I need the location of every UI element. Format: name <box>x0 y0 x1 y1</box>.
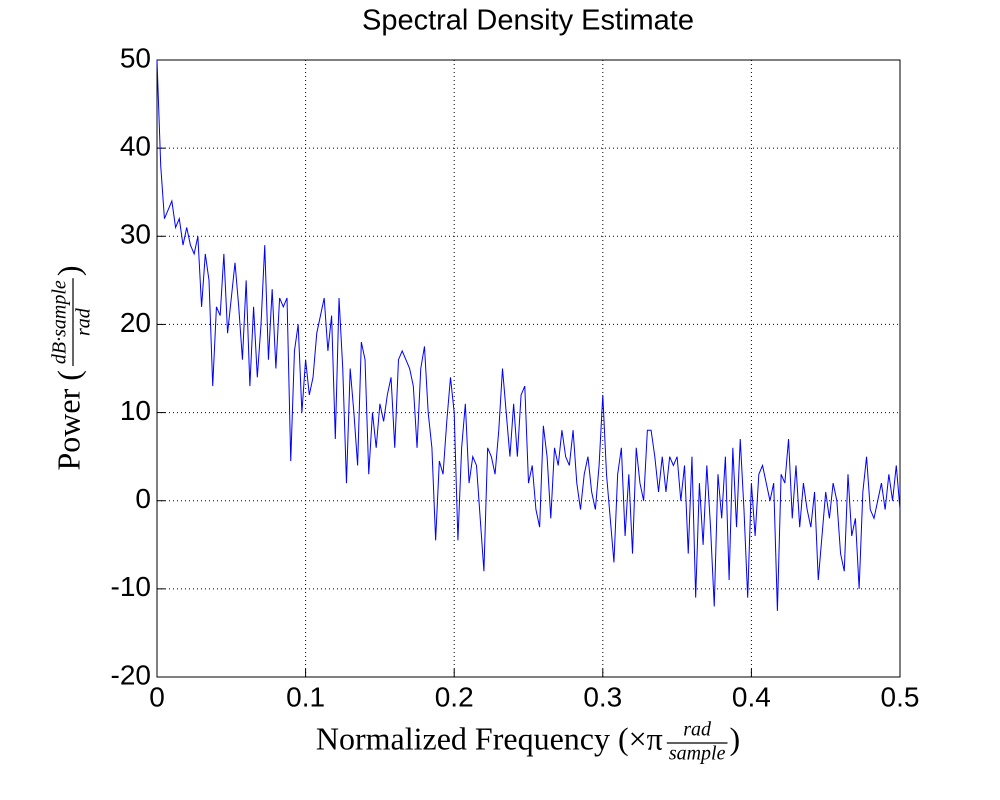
x-tick-label: 0.4 <box>732 681 771 712</box>
x-tick-label: 0 <box>149 681 165 712</box>
y-tick-label: 0 <box>135 483 151 514</box>
x-tick-label: 0.2 <box>435 681 474 712</box>
plot-frame <box>156 59 901 678</box>
axis-label-text: ) <box>50 266 86 277</box>
y-tick-label: 40 <box>120 131 151 162</box>
y-tick-label: -20 <box>111 659 151 690</box>
x-tick-label: 0.1 <box>286 681 325 712</box>
y-tick-label: 30 <box>120 219 151 250</box>
chart-title: Spectral Density Estimate <box>362 5 694 37</box>
axis-label-numerator: rad <box>683 719 712 741</box>
axis-label-text: Power ( <box>50 370 86 470</box>
y-tick-label: -10 <box>111 571 151 602</box>
axis-label: Power ( dB·sample rad) <box>49 266 95 471</box>
y-tick-label: 10 <box>120 395 151 426</box>
axis-label-denominator: sample <box>669 743 726 765</box>
data-line <box>156 59 901 611</box>
y-tick-label: 20 <box>120 307 151 338</box>
x-tick-label: 0.5 <box>881 681 920 712</box>
axis-label-numerator: dB·sample <box>49 280 71 364</box>
axis-label-denominator: rad <box>73 307 95 336</box>
y-tick-label: 50 <box>120 42 151 73</box>
axis-label-text: Normalized Frequency (×π <box>316 720 663 756</box>
axis-label-text: ) <box>729 720 740 756</box>
x-tick-label: 0.3 <box>583 681 622 712</box>
